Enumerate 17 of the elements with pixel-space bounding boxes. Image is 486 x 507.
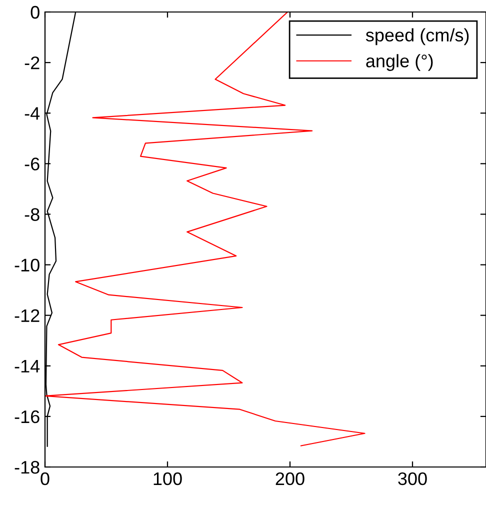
- x-tick-label: 200: [276, 472, 304, 486]
- legend-label: angle (°): [366, 54, 433, 71]
- line-series: [45, 12, 366, 446]
- legend-label: speed (cm/s): [366, 28, 469, 46]
- y-tick-label: 0: [30, 6, 40, 19]
- y-tick-label: -8: [24, 208, 40, 221]
- y-tick-label: -10: [14, 258, 40, 272]
- y-tick-label: -18: [14, 460, 40, 474]
- y-tick-label: -4: [24, 107, 40, 120]
- y-tick-label: -6: [24, 158, 40, 170]
- x-tick-label: 100: [154, 472, 182, 486]
- x-tick-label: 300: [398, 472, 427, 486]
- x-tick-label: 0: [40, 472, 50, 486]
- y-tick-label: -16: [14, 410, 40, 424]
- y-tick-label: -2: [24, 56, 40, 70]
- y-tick-label: -14: [14, 360, 40, 372]
- y-tick-label: -12: [14, 309, 40, 322]
